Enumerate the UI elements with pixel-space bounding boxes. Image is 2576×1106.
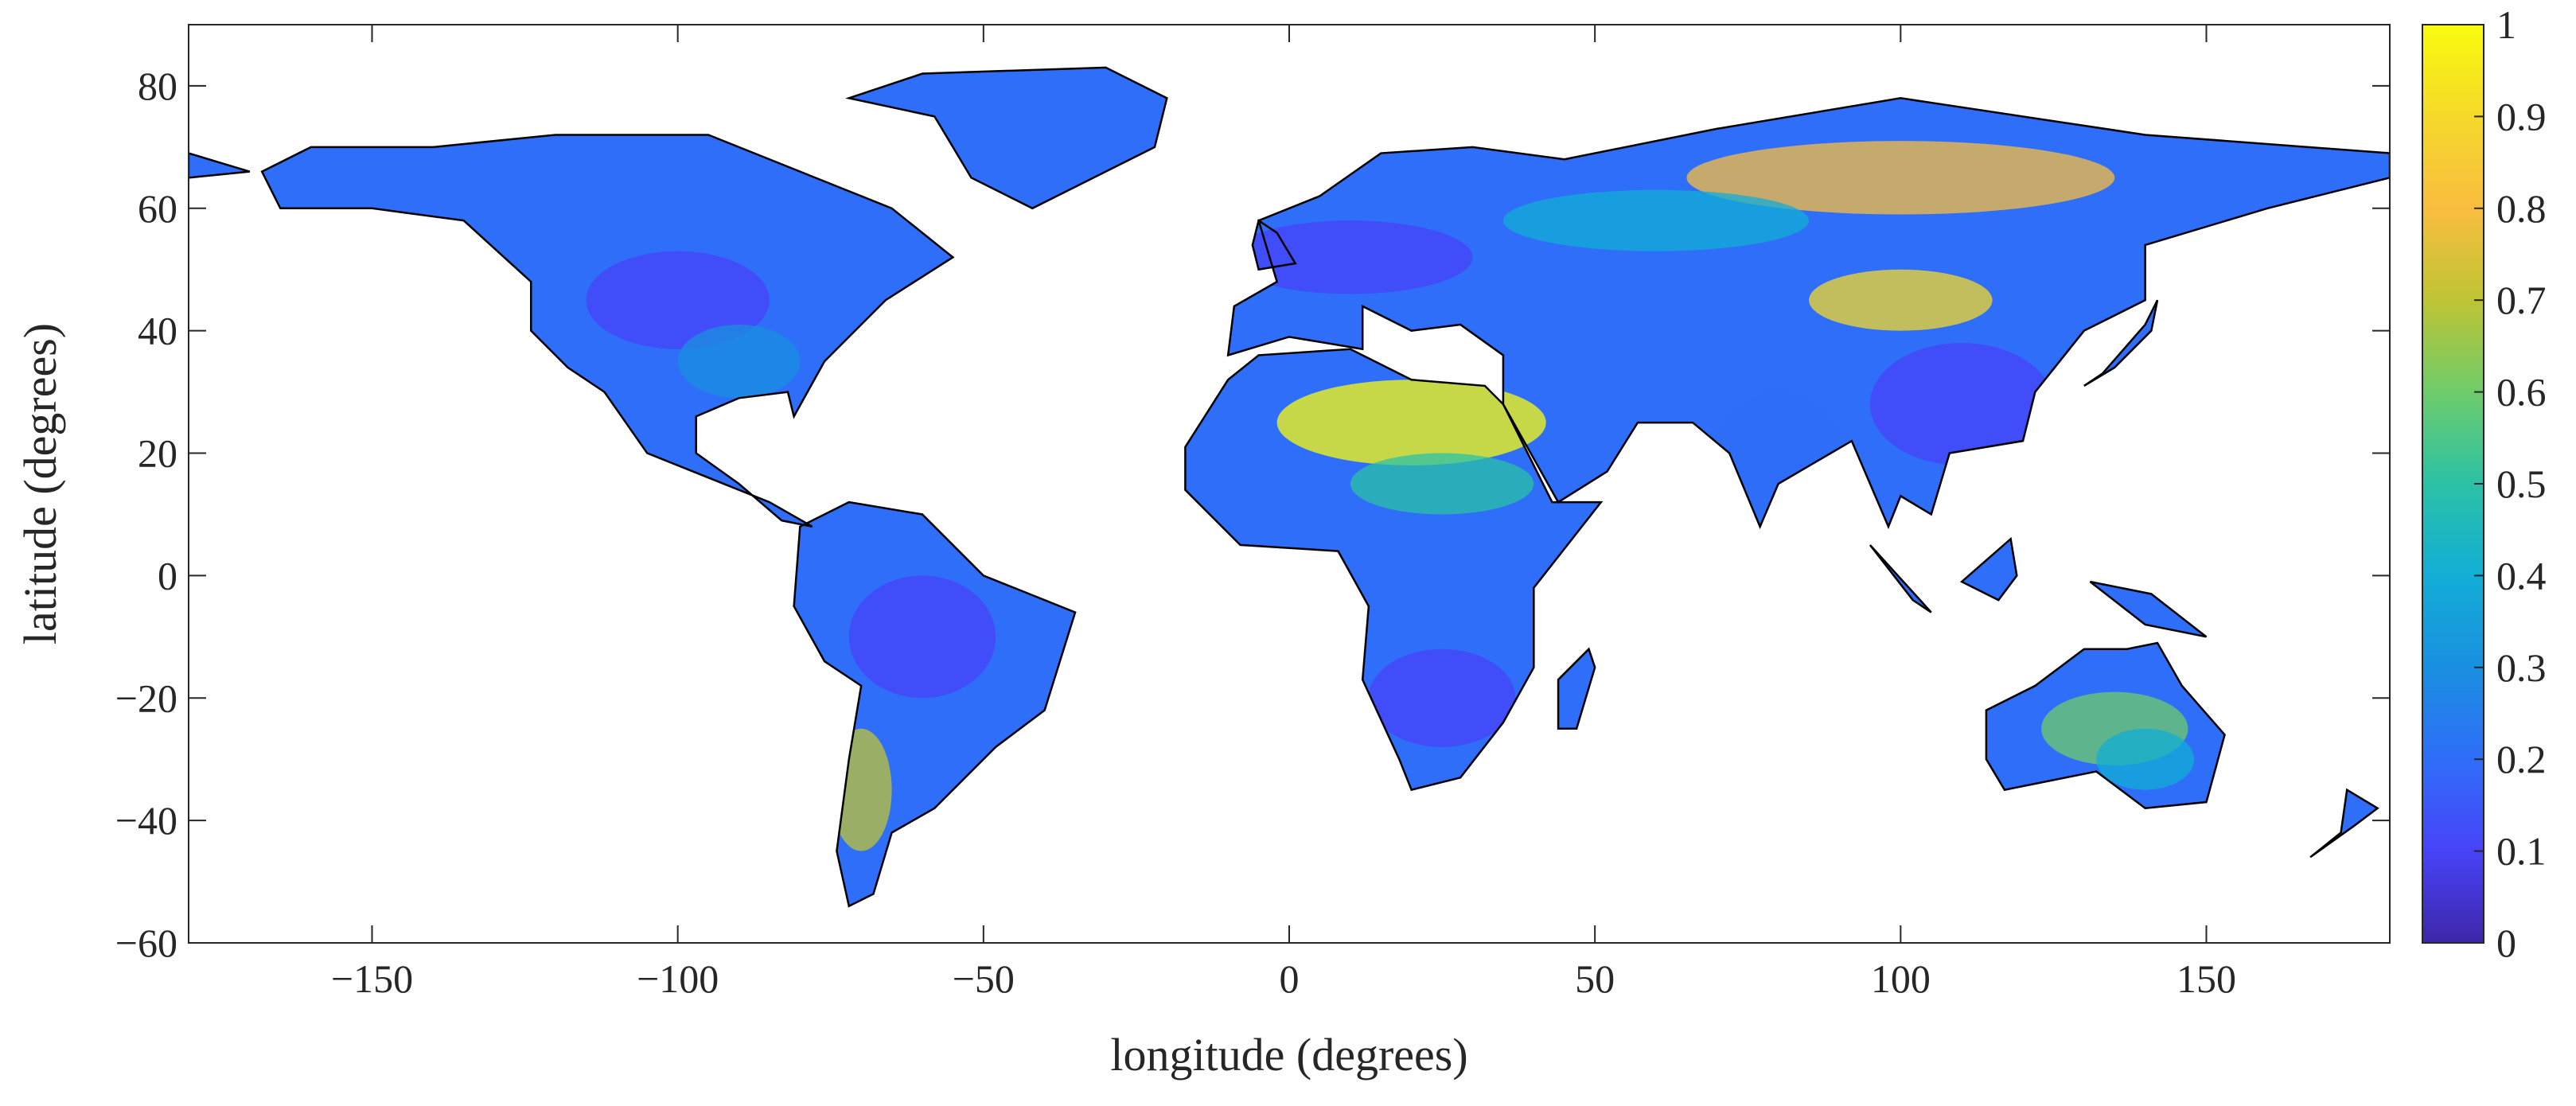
y-axis-label: latitude (degrees) — [14, 323, 66, 645]
land-shade — [1686, 141, 2115, 215]
land-shade — [1276, 380, 1546, 465]
land-shade — [1368, 648, 1516, 747]
land-shade — [1228, 220, 1473, 294]
coastline — [1985, 641, 2226, 810]
land-shade — [2096, 728, 2195, 790]
y-tick-label: 20 — [138, 431, 177, 476]
x-tick-label: −150 — [331, 956, 413, 1001]
y-tick-label: −40 — [115, 798, 177, 843]
colorbar-tick-label: 0.4 — [2496, 553, 2547, 598]
land-shade — [677, 324, 801, 399]
x-tick-label: 100 — [1871, 956, 1931, 1001]
land-shade — [586, 251, 770, 349]
y-tick-label: 40 — [138, 309, 177, 353]
colorbar-tick-label: 1 — [2496, 2, 2516, 47]
colorbar-tick-label: 0.7 — [2496, 278, 2547, 322]
coastline — [1184, 348, 1604, 792]
land-shade — [1717, 391, 1840, 515]
coastline — [1959, 536, 2018, 602]
y-tick-label: 60 — [138, 186, 177, 231]
colorbar-tick-label: 0.3 — [2496, 645, 2547, 690]
land-fill — [189, 67, 2390, 906]
land-shade — [1502, 189, 1810, 251]
coastline — [845, 66, 1168, 210]
coastline — [2083, 299, 2159, 387]
coastline — [1869, 544, 1932, 613]
coastline — [2309, 788, 2379, 859]
y-tick-label: −60 — [115, 921, 177, 965]
x-tick-label: 0 — [1280, 956, 1300, 1001]
colorbar-tick-label: 0 — [2496, 921, 2516, 965]
coastline — [1251, 219, 1297, 271]
x-tick-label: −50 — [953, 956, 1015, 1001]
y-tick-label: 0 — [158, 553, 177, 598]
land-shade — [1809, 269, 1993, 331]
land-layer — [189, 66, 2390, 908]
colorbar-tick-label: 0.2 — [2496, 737, 2547, 781]
colorbar-tick-label: 0.5 — [2496, 461, 2547, 506]
colorbar — [2422, 24, 2484, 944]
colorbar-tick-label: 0.6 — [2496, 370, 2547, 415]
x-tick-label: −100 — [637, 956, 719, 1001]
colorbar-tick-label: 0.8 — [2496, 186, 2547, 231]
colorbar-tick-label: 0.9 — [2496, 94, 2547, 138]
colorbar-tick-label: 0.1 — [2496, 829, 2547, 874]
x-axis-label: longitude (degrees) — [1110, 1029, 1467, 1081]
x-tick-label: 50 — [1575, 956, 1615, 1001]
coastline — [189, 152, 251, 179]
coastline — [1557, 647, 1596, 730]
land-shade — [1350, 453, 1534, 515]
x-tick-label: 150 — [2177, 956, 2236, 1001]
y-tick-label: −20 — [115, 676, 177, 720]
coastline — [793, 500, 1077, 908]
land-shade — [848, 575, 996, 699]
coastline — [1226, 97, 2390, 530]
coastline — [260, 134, 955, 528]
coastline — [2089, 580, 2208, 638]
land-shade — [1869, 343, 2054, 465]
y-tick-label: 80 — [138, 64, 177, 108]
